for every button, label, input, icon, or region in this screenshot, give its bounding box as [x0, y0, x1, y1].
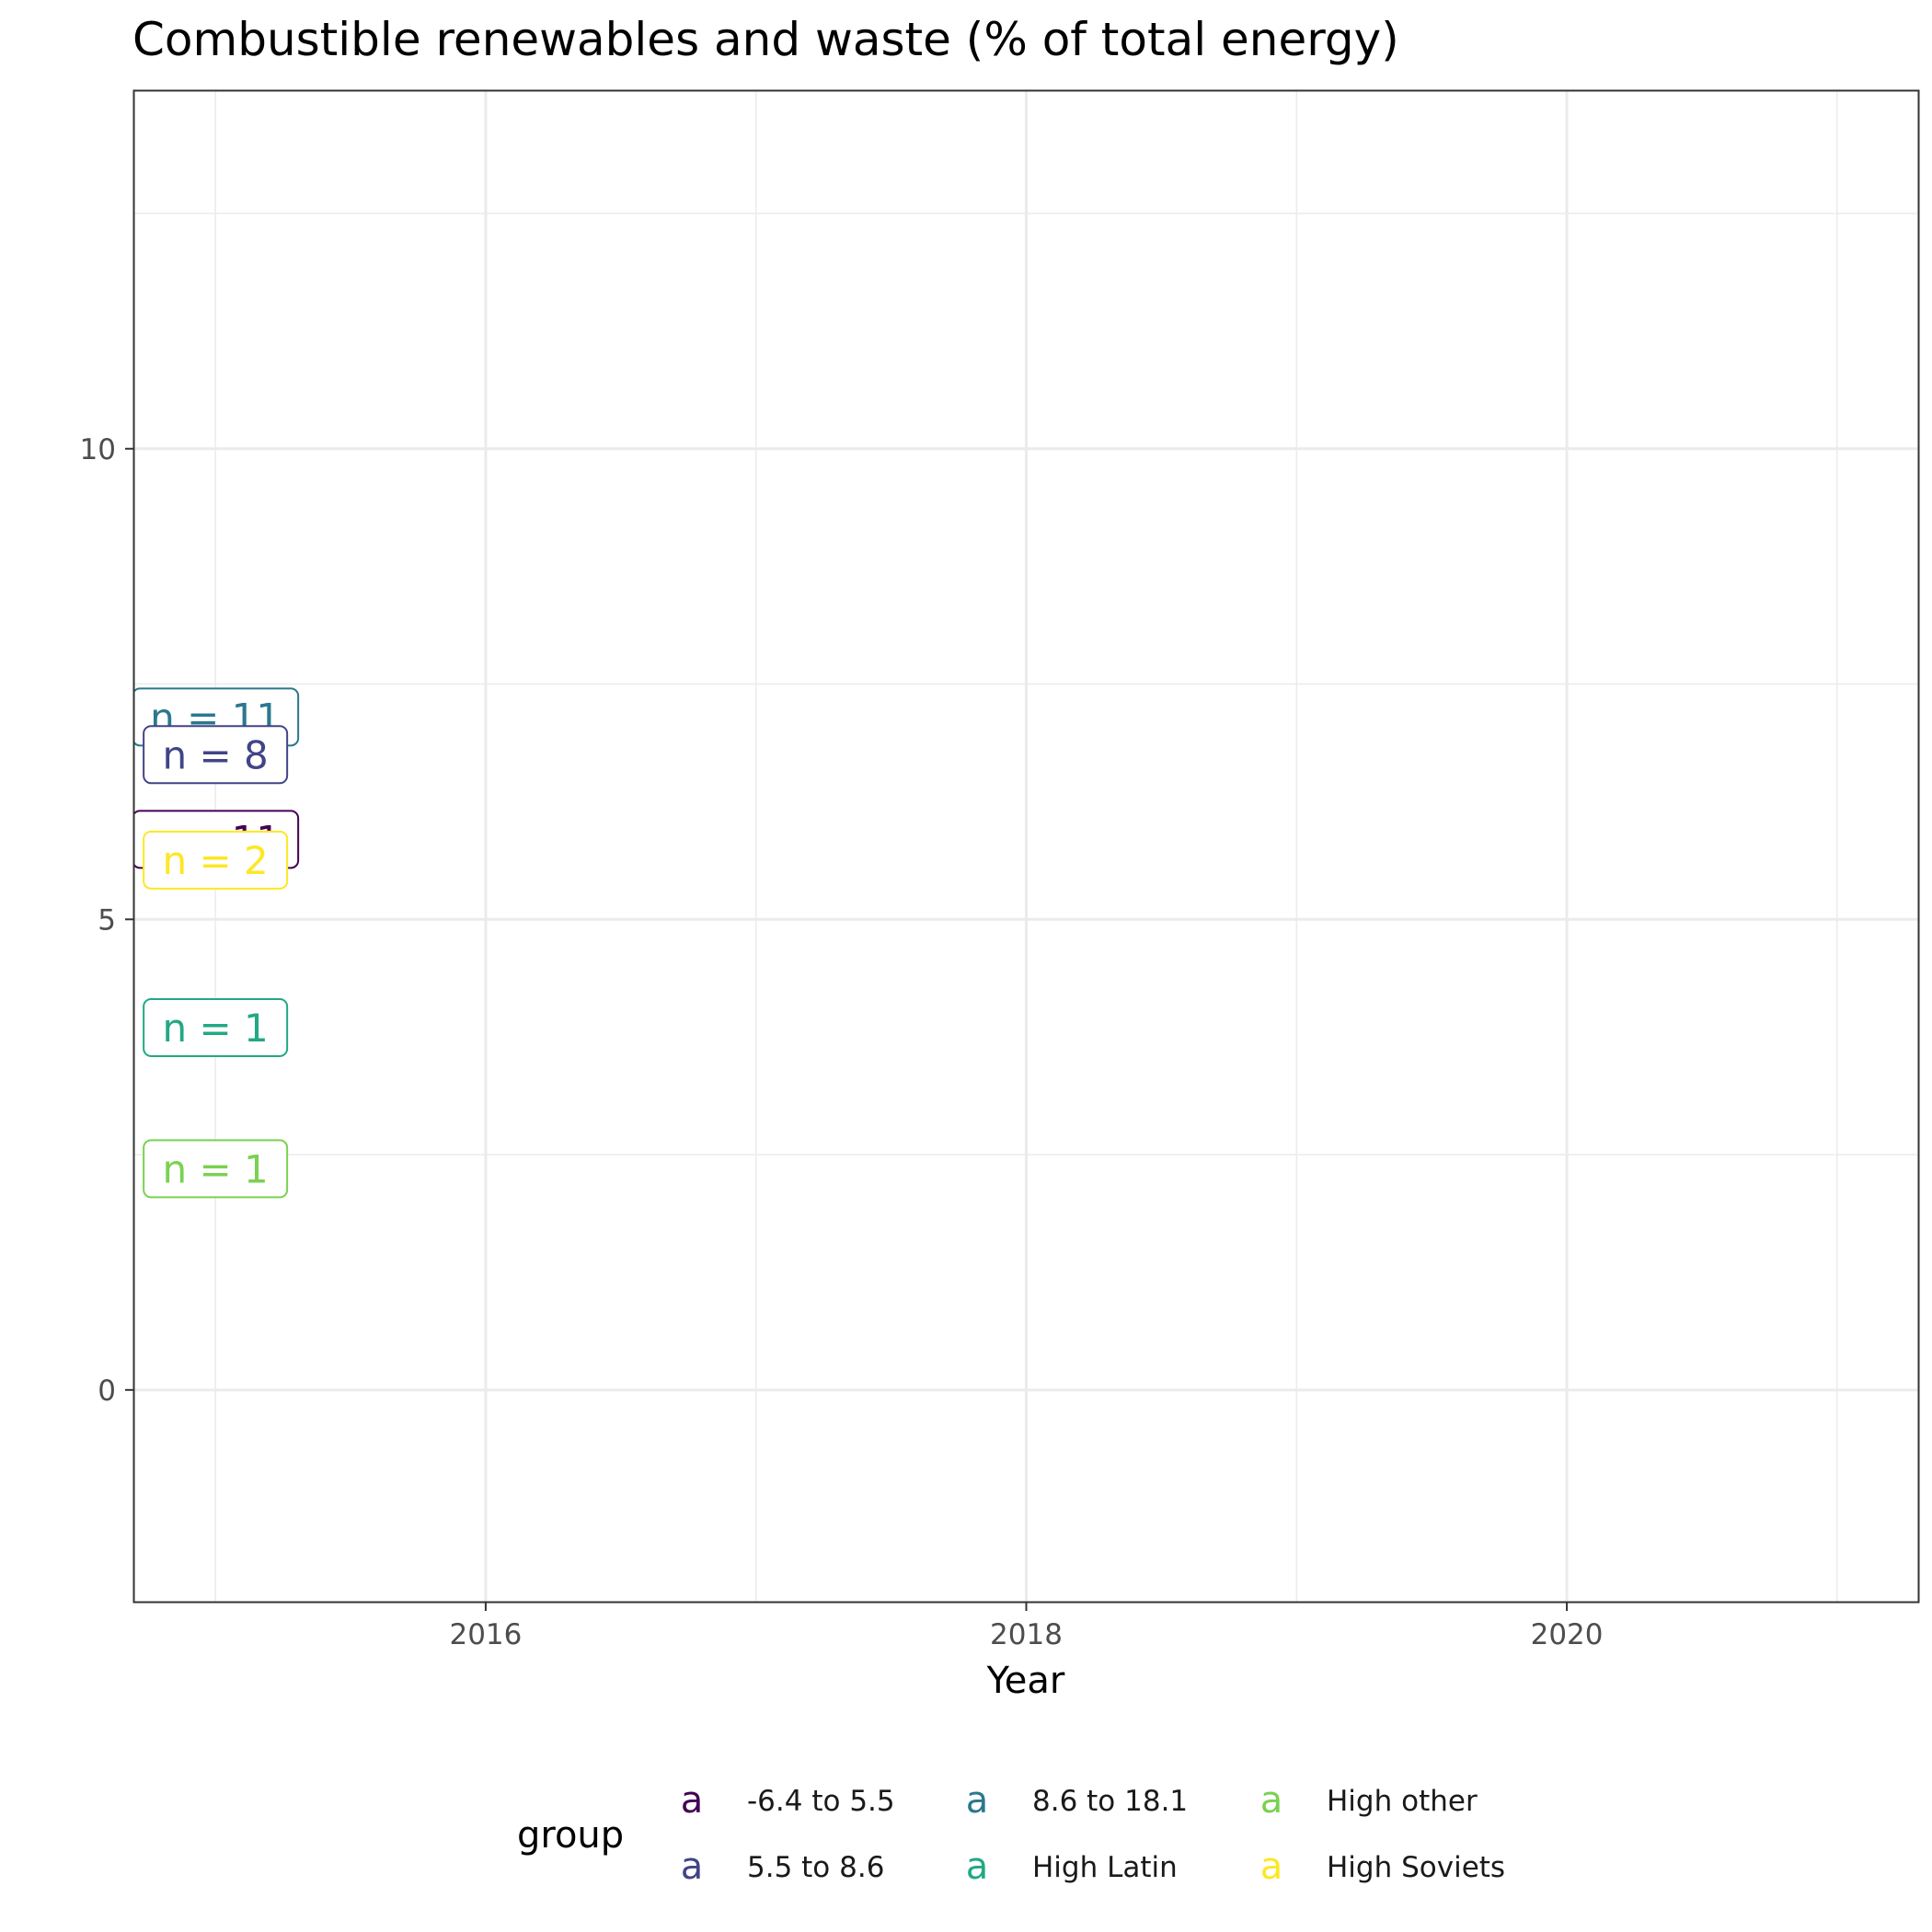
- legend-key: a: [1260, 1779, 1283, 1822]
- x-tick-label: 2016: [449, 1618, 522, 1651]
- legend-item: a High Latin: [966, 1846, 1178, 1888]
- annotation-box: [143, 1139, 289, 1199]
- x-tick-label: 2020: [1531, 1618, 1604, 1651]
- y-tick-label: 10: [80, 433, 116, 466]
- y-tick-label: 0: [98, 1374, 116, 1408]
- x-tick-label: 2018: [990, 1618, 1063, 1651]
- legend-key: a: [1260, 1846, 1283, 1888]
- x-axis: 2016 2018 2020: [449, 1602, 1604, 1651]
- legend-item: a -6.4 to 5.5: [681, 1779, 895, 1822]
- legend-title: group: [517, 1814, 624, 1857]
- legend-label: High Latin: [1032, 1851, 1178, 1884]
- legend-key: a: [681, 1846, 704, 1888]
- annotation-text: n = 1: [163, 1006, 269, 1051]
- legend-label: High Soviets: [1327, 1851, 1505, 1884]
- legend-key: a: [966, 1846, 989, 1888]
- annotation-label: n = 1: [143, 997, 289, 1057]
- annotation-label: n = 2: [143, 830, 289, 890]
- y-axis: 0 5 10: [80, 433, 134, 1408]
- annotation-label: n = 8: [143, 725, 289, 785]
- plot-area: n = 11n = 11n = 8n = 2n = 1n = 1: [133, 687, 300, 1199]
- legend-item: a High Soviets: [1260, 1846, 1505, 1888]
- legend-key: a: [966, 1779, 989, 1822]
- legend-label: High other: [1327, 1785, 1478, 1818]
- legend-label: -6.4 to 5.5: [747, 1785, 895, 1818]
- legend-item: a High other: [1260, 1779, 1478, 1822]
- legend-label: 5.5 to 8.6: [747, 1851, 884, 1884]
- annotation-box: [143, 830, 289, 890]
- annotation-text: n = 8: [163, 732, 269, 777]
- grid: [134, 91, 1918, 1602]
- annotation-text: n = 1: [163, 1146, 269, 1191]
- annotations: n = 11n = 11n = 8n = 2n = 1n = 1: [133, 687, 300, 1199]
- annotation-label: n = 1: [143, 1139, 289, 1199]
- legend-item: a 8.6 to 18.1: [966, 1779, 1188, 1822]
- y-tick-label: 5: [98, 903, 116, 937]
- legend-label: 8.6 to 18.1: [1032, 1785, 1188, 1818]
- legend-key: a: [681, 1779, 704, 1822]
- annotation-text: n = 2: [163, 838, 269, 883]
- legend: group a -6.4 to 5.5 a 5.5 to 8.6 a 8.6 to 18.…: [517, 1779, 1505, 1888]
- annotation-box: [143, 997, 289, 1057]
- chart-title: Combustible renewables and waste (% of t…: [132, 13, 1399, 66]
- legend-item: a 5.5 to 8.6: [681, 1846, 885, 1888]
- x-axis-title: Year: [986, 1660, 1065, 1702]
- annotation-box: [143, 725, 289, 785]
